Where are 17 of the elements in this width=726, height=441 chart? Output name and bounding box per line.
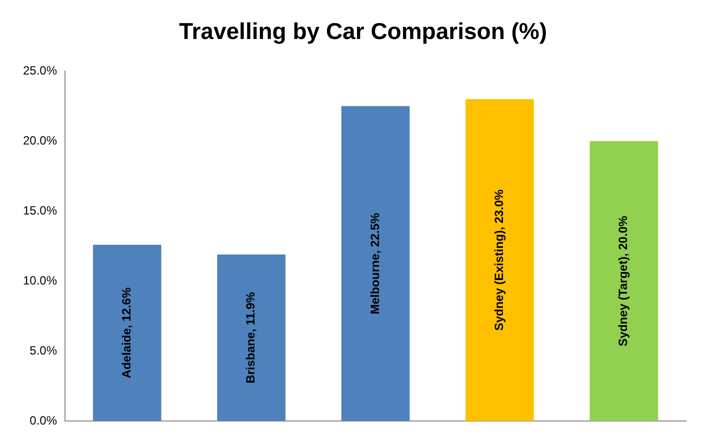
- y-tick-label: 25.0%: [22, 64, 58, 78]
- chart-title: Travelling by Car Comparison (%): [178, 18, 548, 45]
- bar: [341, 106, 410, 421]
- data-label: Brisbane, 11.9%: [244, 292, 258, 384]
- y-tick-label: 15.0%: [22, 203, 58, 218]
- y-tick-label: 10.0%: [22, 273, 58, 288]
- bar: [590, 141, 658, 421]
- bar: [217, 254, 286, 421]
- bar: [466, 99, 534, 421]
- data-label: Sydney (Target), 20.0%: [616, 216, 630, 346]
- bar: [92, 244, 162, 421]
- y-tick-label: 5.0%: [30, 343, 58, 358]
- data-label: Sydney (Existing), 23.0%: [492, 189, 506, 331]
- data-label: Adelaide, 12.6%: [119, 287, 134, 378]
- y-tick-label: 0.0%: [30, 413, 58, 428]
- y-tick-label: 20.0%: [22, 133, 58, 148]
- data-label: Melbourne, 22.5%: [368, 212, 382, 314]
